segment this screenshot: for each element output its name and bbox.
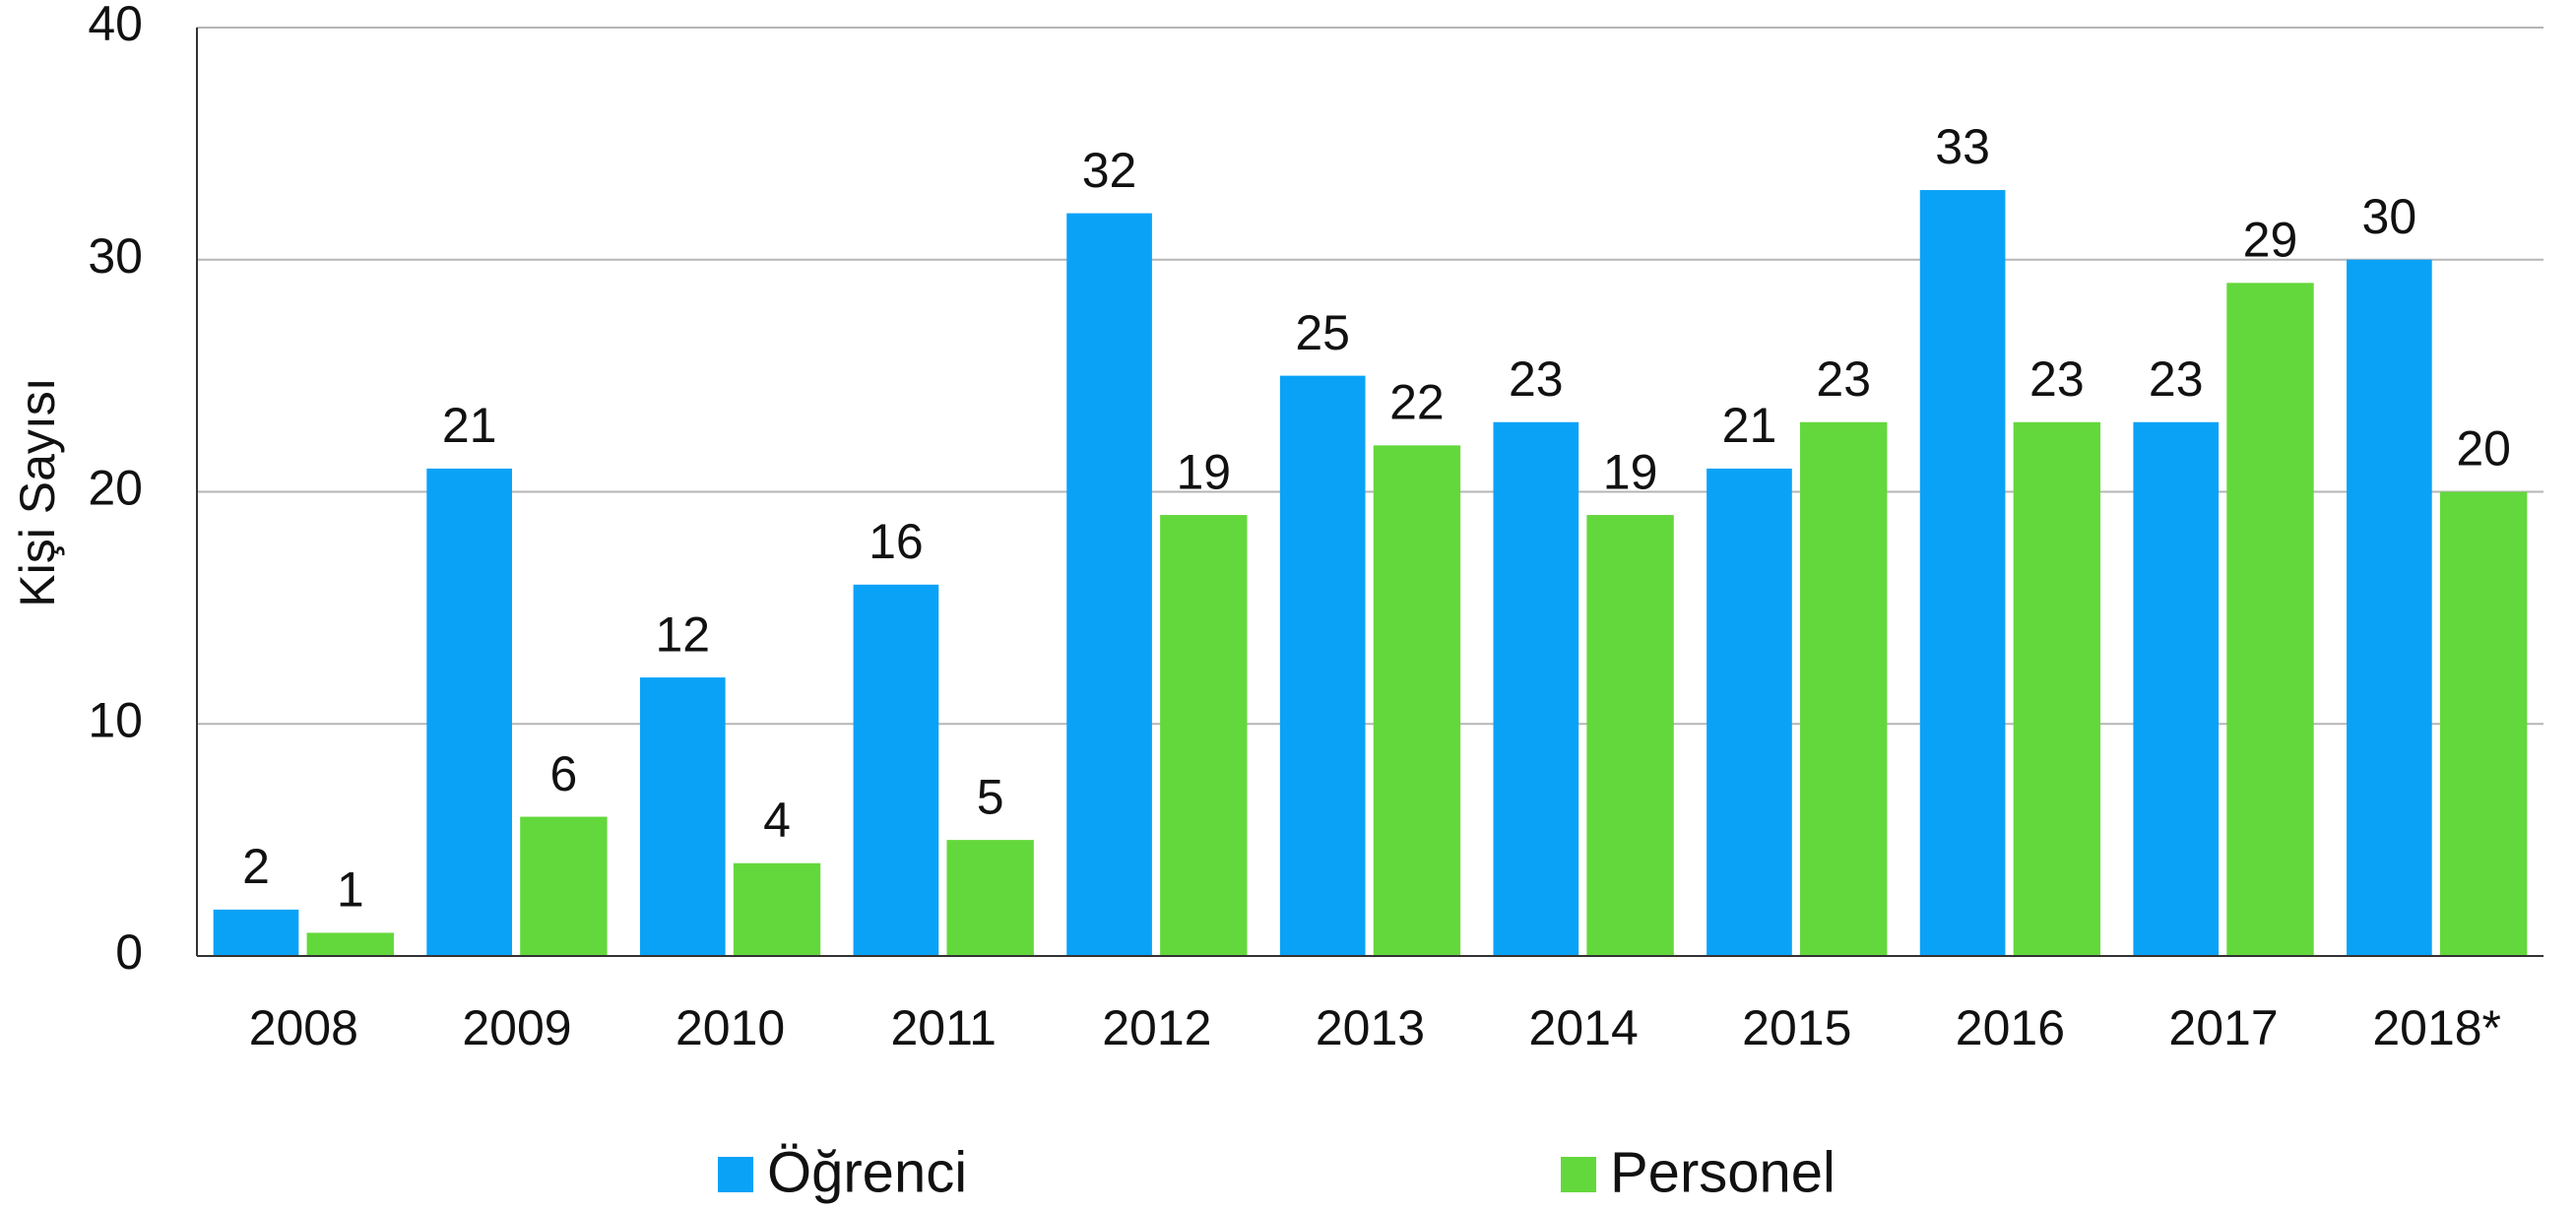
bar: [1919, 190, 2006, 956]
data-label: 21: [442, 398, 497, 453]
data-label: 25: [1295, 305, 1350, 360]
bar: [1373, 445, 1461, 957]
y-tick-label: 20: [88, 461, 143, 516]
bar: [306, 932, 394, 956]
legend-swatch: [1561, 1157, 1596, 1192]
data-label: 23: [1509, 351, 1564, 407]
bar: [1707, 468, 1792, 956]
bar: [1066, 213, 1152, 957]
x-tick-label: 2016: [1956, 1000, 2065, 1055]
bar: [1160, 515, 1248, 956]
data-label: 4: [763, 793, 791, 848]
y-tick-label: 30: [88, 228, 143, 284]
data-label: 29: [2243, 213, 2298, 268]
bar: [2013, 421, 2101, 956]
data-label: 23: [2029, 351, 2085, 407]
data-label: 5: [977, 769, 1004, 824]
bar: [946, 840, 1034, 956]
bar: [1800, 421, 1888, 956]
bar: [2347, 259, 2432, 956]
legend-swatch: [718, 1157, 753, 1192]
data-label: 19: [1176, 444, 1231, 499]
bar: [639, 677, 726, 956]
y-tick-label: 10: [88, 692, 143, 747]
bar: [2439, 491, 2528, 956]
y-axis-label: Kişi Sayısı: [10, 377, 65, 606]
bar: [853, 584, 939, 956]
data-label: 23: [2149, 351, 2204, 407]
x-tick-label: 2013: [1316, 1000, 1425, 1055]
data-label: 21: [1722, 398, 1777, 453]
data-label: 1: [337, 862, 364, 918]
y-tick-label: 0: [115, 924, 143, 980]
x-tick-label: 2017: [2168, 1000, 2278, 1055]
bar: [2226, 283, 2314, 956]
x-tick-label: 2008: [249, 1000, 358, 1055]
data-label: 23: [1816, 351, 1871, 407]
bar: [520, 816, 608, 956]
data-label: 32: [1082, 143, 1137, 198]
data-label: 2: [242, 839, 270, 894]
x-tick-label: 2011: [890, 1000, 997, 1055]
bar: [213, 909, 299, 956]
x-tick-label: 2018*: [2372, 1000, 2501, 1055]
bar: [1279, 375, 1366, 956]
data-label: 22: [1389, 375, 1445, 430]
x-tick-label: 2009: [462, 1000, 571, 1055]
bar: [1493, 421, 1579, 956]
bar: [2133, 421, 2220, 956]
y-tick-label: 40: [88, 0, 143, 51]
x-tick-label: 2012: [1102, 1000, 1211, 1055]
data-label: 12: [655, 606, 710, 662]
data-label: 33: [1935, 119, 1990, 174]
data-label: 16: [869, 514, 924, 569]
data-label: 30: [2362, 189, 2417, 244]
x-tick-label: 2010: [676, 1000, 785, 1055]
bar: [1586, 515, 1674, 956]
x-tick-label: 2015: [1742, 1000, 1851, 1055]
data-label: 20: [2456, 421, 2511, 477]
bar: [426, 468, 512, 956]
data-label: 19: [1603, 444, 1658, 499]
x-tick-label: 2014: [1529, 1000, 1639, 1055]
legend-label: Personel: [1610, 1140, 1835, 1204]
data-label: 6: [549, 746, 577, 801]
legend-label: Öğrenci: [767, 1140, 967, 1204]
bar: [733, 862, 821, 956]
